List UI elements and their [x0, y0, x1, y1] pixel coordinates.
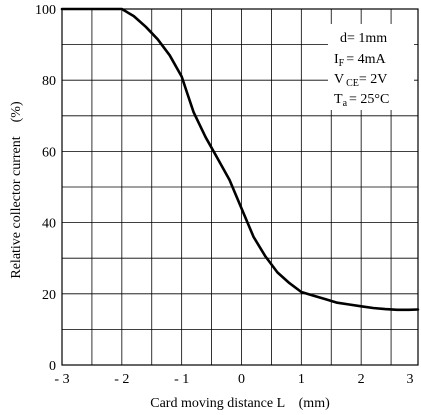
y-tick-label: 100	[35, 3, 56, 18]
conditions-background	[328, 24, 414, 110]
x-tick-label: - 3	[54, 372, 69, 387]
y-tick-label: 20	[42, 288, 56, 303]
y-tick-labels: 0 20 40 60 80 100	[35, 3, 56, 374]
series-line	[60, 7, 420, 312]
x-tick-label: - 2	[114, 372, 129, 387]
y-tick-label: 40	[42, 217, 56, 232]
annotation-if: IF = 4mA	[334, 52, 387, 69]
y-axis-label: Relative collector current (%)	[9, 101, 24, 279]
annotation-ta: Ta = 25°C	[334, 92, 389, 109]
x-tick-label: 2	[358, 372, 365, 387]
annotation-vce: V CE= 2V	[334, 72, 387, 89]
x-tick-labels: - 3 - 2 - 1 0 1 2 3	[54, 372, 413, 387]
x-axis-label: Card moving distance L (mm)	[150, 396, 330, 411]
x-tick-label: 3	[407, 372, 414, 387]
plot-frame	[61, 8, 419, 366]
conditions-box: d= 1mm IF = 4mA V CE= 2V Ta = 25°C	[328, 24, 414, 110]
x-tick-label: 1	[298, 372, 305, 387]
x-tick-label: - 1	[174, 372, 189, 387]
y-tick-label: 80	[42, 74, 56, 89]
annotation-d: d= 1mm	[340, 31, 387, 46]
x-tick-label: 0	[238, 372, 245, 387]
y-tick-label: 0	[49, 359, 56, 374]
y-tick-label: 60	[42, 145, 56, 160]
